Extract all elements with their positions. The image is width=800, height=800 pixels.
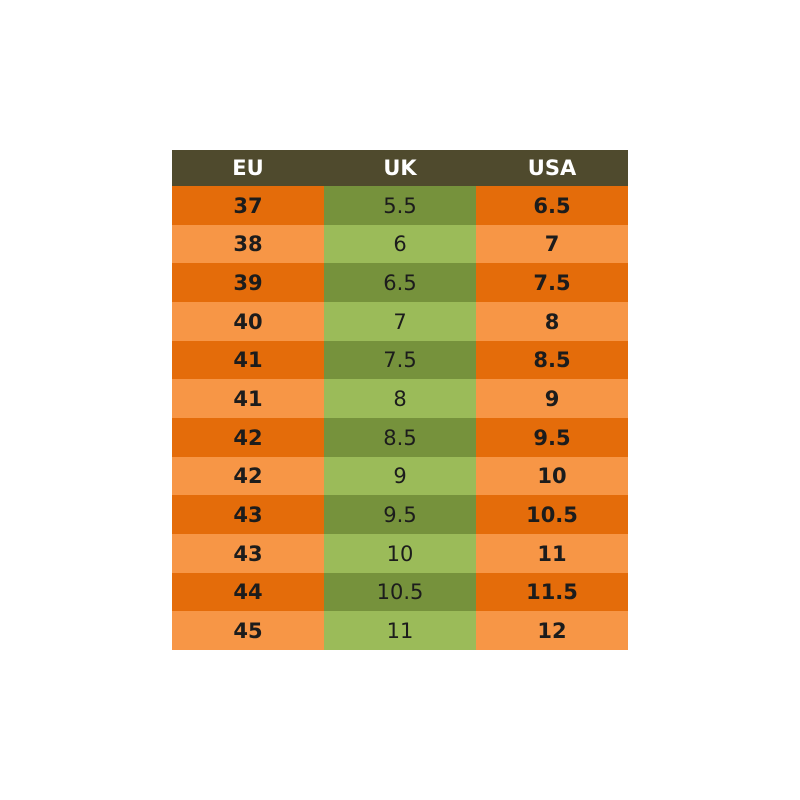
table-cell: 8 — [324, 379, 476, 419]
table-cell: 7 — [324, 302, 476, 342]
table-cell: 10 — [324, 534, 476, 574]
table-cell: 42 — [172, 418, 324, 458]
table-cell: 40 — [172, 302, 324, 342]
table-cell: 6.5 — [476, 186, 628, 226]
table-cell: 41 — [172, 340, 324, 380]
table-cell: 43 — [172, 495, 324, 535]
table-cell: 7 — [476, 224, 628, 264]
table-cell: 38 — [172, 224, 324, 264]
table-cell: 5.5 — [324, 186, 476, 226]
header-cell: EU — [172, 150, 324, 186]
table-cell: 9.5 — [476, 418, 628, 458]
table-cell: 6.5 — [324, 263, 476, 303]
table-cell: 6 — [324, 224, 476, 264]
table-cell: 8.5 — [324, 418, 476, 458]
table-cell: 9 — [476, 379, 628, 419]
table-cell: 10.5 — [476, 495, 628, 535]
table-cell: 7.5 — [476, 263, 628, 303]
table-cell: 37 — [172, 186, 324, 226]
table-cell: 11 — [476, 534, 628, 574]
table-cell: 10 — [476, 456, 628, 496]
table-cell: 12 — [476, 611, 628, 651]
table-cell: 11 — [324, 611, 476, 651]
table-cell: 9.5 — [324, 495, 476, 535]
table-cell: 10.5 — [324, 572, 476, 612]
table-cell: 9 — [324, 456, 476, 496]
table-cell: 11.5 — [476, 572, 628, 612]
table-cell: 39 — [172, 263, 324, 303]
table-cell: 8.5 — [476, 340, 628, 380]
header-cell: UK — [324, 150, 476, 186]
table-cell: 41 — [172, 379, 324, 419]
table-cell: 45 — [172, 611, 324, 651]
table-cell: 7.5 — [324, 340, 476, 380]
table-cell: 43 — [172, 534, 324, 574]
table-cell: 8 — [476, 302, 628, 342]
table-cell: 42 — [172, 456, 324, 496]
table-cell: 44 — [172, 572, 324, 612]
header-cell: USA — [476, 150, 628, 186]
